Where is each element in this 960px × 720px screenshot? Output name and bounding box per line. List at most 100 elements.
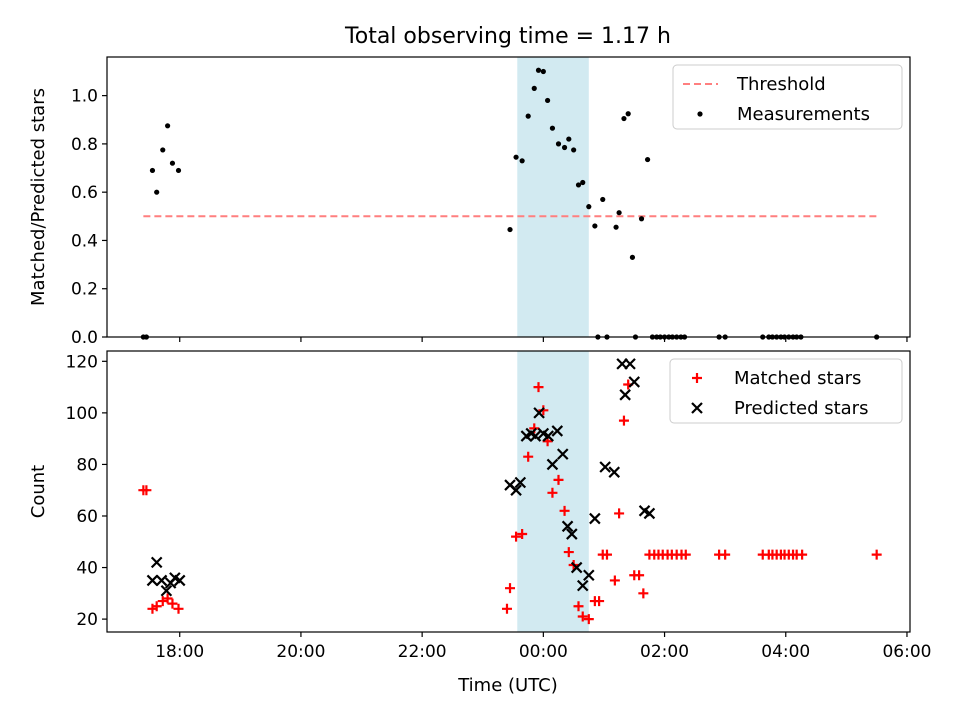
measurement-point [586, 204, 592, 210]
legend-measurement-swatch [697, 111, 703, 117]
bottom-y-tick-label: 100 [66, 404, 98, 424]
predicted-star-point [533, 407, 545, 419]
predicted-star-point [551, 425, 564, 437]
predicted-star-point [566, 528, 578, 540]
predicted-star-point [643, 507, 656, 520]
matched-star-point [680, 549, 691, 560]
bottom-y-tick-label: 60 [76, 507, 98, 527]
measurement-point [561, 144, 568, 151]
bottom-x-tick-label: 04:00 [761, 642, 810, 662]
predicted-star-point [583, 569, 595, 582]
measurement-point [600, 196, 606, 203]
bottom-x-tick-label: 02:00 [640, 642, 689, 662]
predicted-star-point [146, 574, 159, 587]
measurement-point [613, 224, 619, 230]
bottom-y-tick-label: 120 [66, 352, 98, 372]
measurement-point [549, 125, 556, 131]
measurement-point [629, 254, 636, 260]
bottom-panel: 18:00 20:00 22:00 00:00 02:00 04:00 06:00 20 40 6… [28, 350, 931, 662]
bottom-series-predicted-stars [146, 358, 656, 597]
measurement-point [149, 167, 156, 174]
top-y-tick-label: 0.8 [71, 135, 98, 155]
matched-star-point [618, 415, 629, 426]
bottom-series-matched-stars [138, 379, 882, 625]
predicted-star-point [514, 476, 527, 489]
matched-star-point [583, 614, 594, 625]
predicted-star-point [160, 584, 173, 597]
matched-star-point [511, 531, 522, 542]
predicted-star-point [589, 512, 601, 525]
top-panel: 0.0 0.2 0.4 0.6 0.8 1.0 Matched/Predicted star… [28, 56, 911, 348]
bottom-y-tick-label: 20 [76, 610, 98, 630]
matched-star-point [720, 549, 731, 560]
measurement-point [616, 210, 622, 216]
bottom-x-tick-label: 00:00 [519, 642, 568, 662]
top-legend-label: Measurements [737, 104, 870, 125]
bottom-axes-frame [106, 350, 911, 633]
top-legend-box [672, 64, 903, 130]
predicted-star-point [561, 520, 574, 533]
predicted-star-point [542, 430, 554, 442]
measurement-point [580, 179, 586, 186]
matched-star-point [609, 575, 620, 586]
measurement-point [638, 216, 645, 222]
matched-star-point [538, 405, 549, 416]
legend-predicted-swatch [691, 402, 703, 414]
matched-star-point [167, 598, 178, 609]
matched-star-point [547, 487, 558, 498]
bottom-y-axis-label: Count [28, 465, 49, 518]
predicted-star-point [173, 574, 186, 587]
measurement-point [592, 223, 598, 229]
measurement-point [175, 167, 182, 174]
matched-star-point [553, 474, 564, 485]
measurement-point [160, 147, 166, 153]
matched-star-point [533, 382, 544, 393]
top-y-axis-label: Matched/Predicted stars [28, 88, 49, 306]
matched-star-point [577, 611, 588, 622]
measurement-point [571, 147, 577, 153]
predicted-star-point [619, 389, 631, 401]
matched-star-point [614, 508, 625, 519]
predicted-star-point [608, 466, 621, 478]
x-axis-label: Time (UTC) [457, 675, 558, 696]
measurement-point [169, 160, 176, 166]
bottom-y-tick-label: 40 [76, 559, 98, 579]
bottom-legend-label: Predicted stars [734, 398, 868, 419]
measurement-point [621, 115, 627, 122]
matched-star-point [559, 505, 570, 516]
predicted-star-point [529, 430, 542, 442]
matched-star-point [173, 603, 184, 614]
bottom-legend-box [669, 358, 903, 424]
top-legend: Threshold Measurements [672, 64, 903, 130]
matched-star-point [638, 588, 649, 599]
bottom-y-tick-label: 80 [76, 455, 98, 475]
predicted-star-point [155, 574, 168, 587]
bottom-x-tick-label: 06:00 [882, 642, 931, 662]
matched-star-point [797, 549, 808, 560]
measurement-point [531, 85, 537, 91]
matched-star-point [501, 603, 512, 614]
top-y-tick-label: 0.6 [71, 183, 98, 203]
matched-star-point [505, 583, 516, 594]
figure-title: Total observing time = 1.17 h [344, 24, 671, 49]
bottom-legend: Matched stars Predicted stars [669, 358, 903, 424]
bottom-x-tick-label: 20:00 [276, 642, 325, 662]
predicted-star-point [556, 448, 569, 460]
top-shaded-region [517, 57, 589, 337]
top-y-tick-label: 0.2 [71, 280, 98, 300]
matched-star-point [517, 529, 528, 540]
measurement-point [507, 226, 513, 233]
predicted-star-point [624, 358, 636, 370]
plot-layer: 0.0 0.2 0.4 0.6 0.8 1.0 Matched/Predicted star… [28, 56, 931, 662]
matched-star-point [871, 549, 882, 560]
predicted-star-point [628, 376, 641, 388]
measurement-point [575, 182, 582, 188]
measurement-point [566, 136, 572, 142]
predicted-star-point [546, 458, 559, 471]
matched-star-point [634, 570, 645, 581]
measurement-point [544, 97, 551, 104]
measurement-point [644, 156, 651, 163]
measurement-point [154, 189, 160, 195]
measurement-point [535, 67, 542, 73]
